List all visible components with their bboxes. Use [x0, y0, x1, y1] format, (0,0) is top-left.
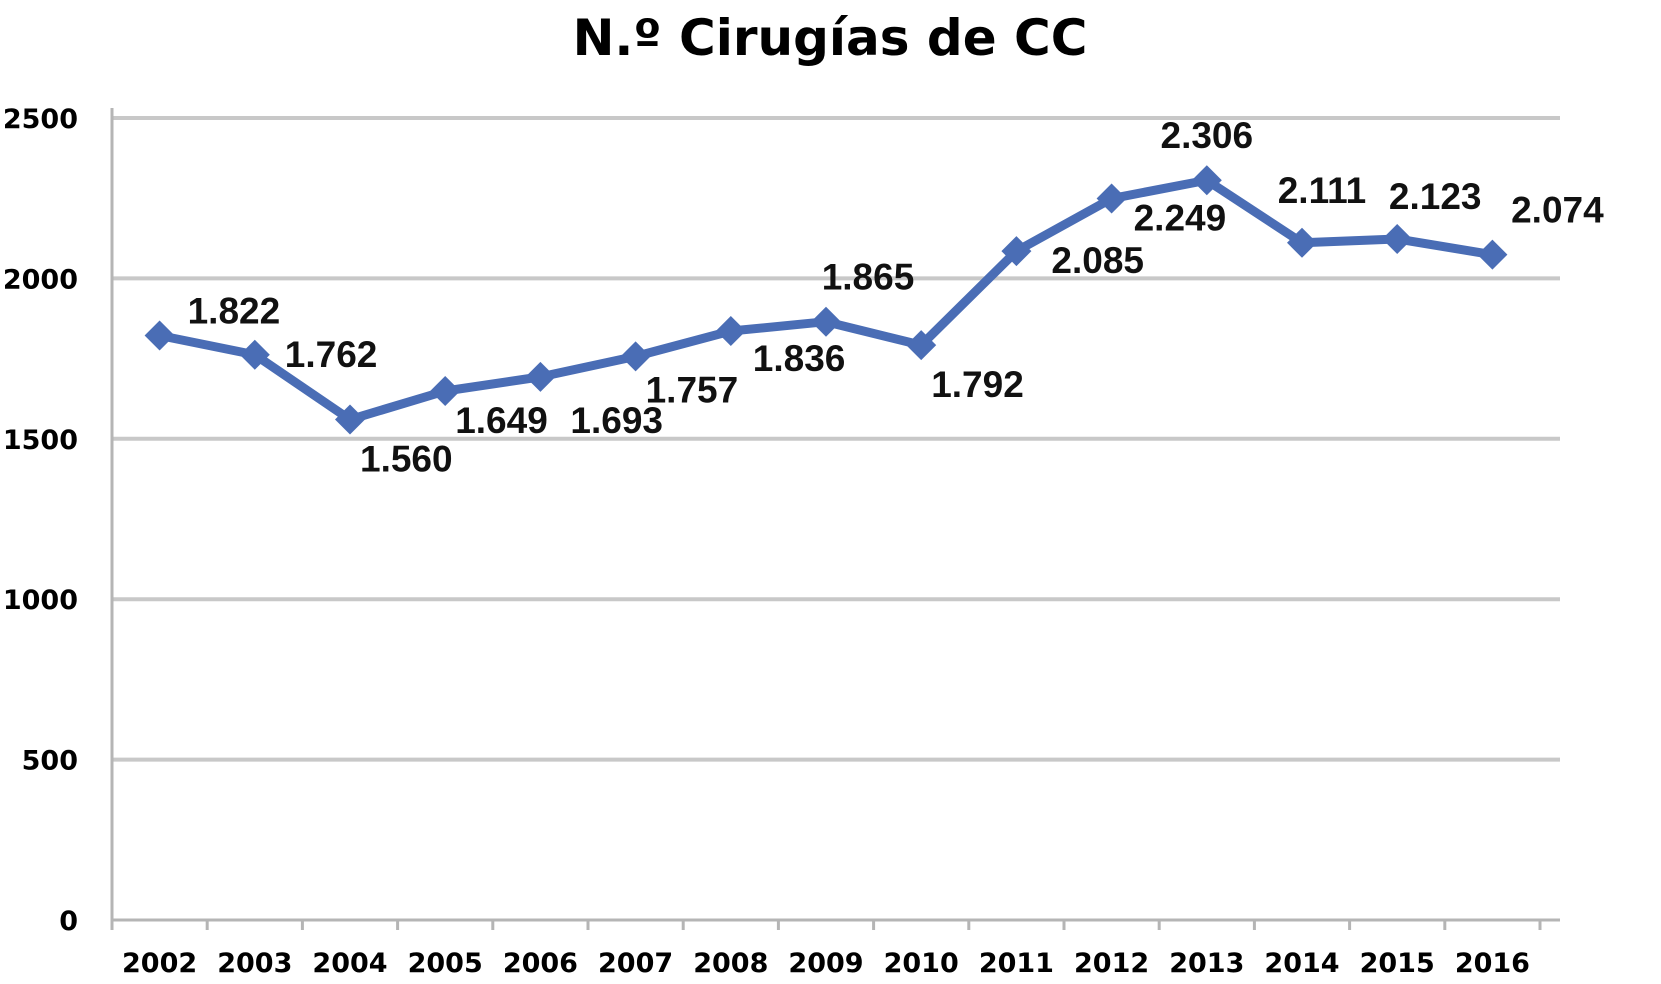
data-point-marker — [1382, 223, 1413, 254]
data-point-marker — [1001, 236, 1032, 267]
x-tick-label: 2005 — [408, 948, 483, 979]
data-point-marker — [1287, 227, 1317, 258]
data-label: 2.306 — [1161, 115, 1254, 156]
x-tick-label: 2012 — [1074, 948, 1149, 979]
x-tick-label: 2003 — [217, 948, 292, 979]
x-tick-label: 2013 — [1169, 948, 1244, 979]
data-point-marker — [906, 330, 937, 361]
series-layer — [144, 165, 1508, 435]
y-tick-label: 2000 — [3, 264, 78, 295]
series-line — [155, 175, 1497, 425]
data-point-marker — [1096, 183, 1127, 214]
x-tick-label: 2014 — [1264, 948, 1339, 979]
x-tick-label: 2010 — [884, 948, 959, 979]
data-label: 1.865 — [822, 257, 915, 298]
y-tick-label: 2500 — [3, 104, 78, 135]
data-point-marker — [144, 320, 175, 351]
data-label: 1.649 — [455, 400, 548, 441]
data-point-marker — [525, 361, 556, 392]
data-point-marker — [1191, 165, 1222, 196]
y-tick-label: 1000 — [3, 585, 78, 616]
chart-title: N.º Cirugías de CC — [573, 9, 1088, 67]
data-label: 1.757 — [646, 369, 739, 410]
data-point-marker — [430, 376, 461, 407]
x-tick-label: 2006 — [503, 948, 578, 979]
x-tick-label: 2016 — [1455, 948, 1530, 979]
data-label: 2.123 — [1389, 176, 1482, 217]
data-label: 2.074 — [1511, 190, 1604, 231]
y-tick-label: 1500 — [3, 425, 78, 456]
y-tick-label: 500 — [22, 746, 78, 777]
data-label: 1.560 — [360, 439, 453, 480]
x-tick-label: 2015 — [1360, 948, 1435, 979]
data-point-marker — [620, 341, 651, 372]
data-label: 1.792 — [931, 364, 1024, 405]
x-tick-label: 2011 — [979, 948, 1054, 979]
data-point-marker — [715, 316, 746, 347]
data-label: 2.249 — [1134, 198, 1227, 239]
x-tick-label: 2007 — [598, 948, 673, 979]
data-point-marker — [1477, 239, 1508, 270]
data-label: 1.822 — [188, 291, 281, 332]
data-label: 2.085 — [1051, 240, 1144, 281]
x-tick-label: 2009 — [788, 948, 863, 979]
data-label: 1.693 — [570, 400, 663, 441]
x-tick-label: 2008 — [693, 948, 768, 979]
data-point-marker — [811, 306, 841, 337]
data-label: 1.836 — [753, 338, 846, 379]
data-label: 1.762 — [285, 334, 378, 375]
x-tick-label: 2004 — [312, 948, 387, 979]
axes: 0 500 1000 1500 2000 2500 2002 2003 2004 2005 2006… — [3, 104, 1560, 979]
data-point-marker — [335, 404, 365, 435]
data-label: 2.111 — [1278, 170, 1367, 211]
x-tick-label: 2002 — [122, 948, 197, 979]
data-point-marker — [239, 339, 270, 370]
y-tick-label: 0 — [59, 906, 78, 937]
gridlines — [112, 116, 1560, 762]
